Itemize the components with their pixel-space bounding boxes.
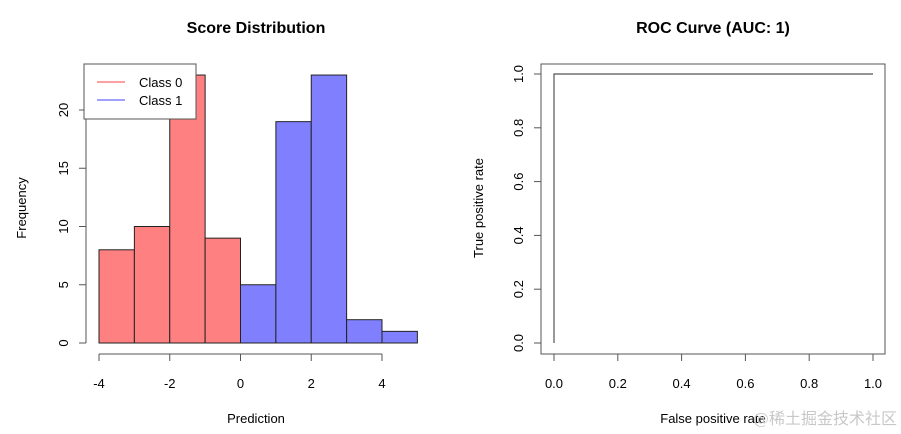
legend-label-class-1: Class 1 xyxy=(139,93,182,108)
histogram-y-tick-label: 5 xyxy=(56,281,71,288)
roc-y-tick-label: 0.8 xyxy=(511,119,526,137)
roc-x-tick-label: 0.4 xyxy=(673,376,691,391)
roc-title: ROC Curve (AUC: 1) xyxy=(636,20,790,37)
roc-y-tick-label: 0.4 xyxy=(511,226,526,244)
histogram-bar-class-1-4 xyxy=(381,330,418,344)
histogram-bar-class-1-1 xyxy=(275,121,312,344)
histogram-x-tick-label: 0 xyxy=(237,376,244,391)
roc-x-label: False positive rate xyxy=(660,411,766,426)
roc-plot-box xyxy=(540,63,886,355)
roc-y-axis: 0.0 0.2 0.4 0.6 0.8 1.0 xyxy=(511,65,541,352)
histogram-y-label: Frequency xyxy=(14,177,29,239)
roc-curve-line xyxy=(553,73,873,343)
histogram-x-tick-label: -2 xyxy=(164,376,176,391)
histogram-y-tick-label: 10 xyxy=(56,219,71,233)
roc-x-tick-label: 0.2 xyxy=(609,376,627,391)
histogram-bar-class-1-2 xyxy=(310,74,348,344)
legend-label-class-0: Class 0 xyxy=(139,75,182,90)
roc-x-tick-label: 0.0 xyxy=(545,376,563,391)
roc-x-tick-label: 1.0 xyxy=(864,376,882,391)
watermark: @稀土掘金技术社区 xyxy=(753,409,897,428)
roc-series xyxy=(553,73,873,343)
roc-y-tick-label: 0.0 xyxy=(511,334,526,352)
roc-y-tick-label: 0.6 xyxy=(511,173,526,191)
histogram-x-tick-label: -4 xyxy=(93,376,105,391)
roc-x-tick-label: 0.6 xyxy=(736,376,754,391)
histogram-x-tick-label: 4 xyxy=(378,376,385,391)
histogram-bar-class-1-3 xyxy=(346,319,383,344)
histogram-y-tick-label: 15 xyxy=(56,161,71,175)
histogram-y-axis: 0 5 10 15 20 xyxy=(56,103,87,347)
roc-x-axis: 0.0 0.2 0.4 0.6 0.8 1.0 xyxy=(545,354,882,391)
histogram-title: Score Distribution xyxy=(187,20,326,37)
histogram-y-tick-label: 20 xyxy=(56,103,71,117)
roc-x-tick-label: 0.8 xyxy=(800,376,818,391)
histogram-x-axis: -4 -2 0 2 4 xyxy=(93,353,386,391)
roc-y-label: True positive rate xyxy=(471,158,486,258)
histogram-bar-class-0-1 xyxy=(133,226,171,344)
legend-box xyxy=(83,63,197,120)
roc-y-tick-label: 1.0 xyxy=(511,65,526,83)
histogram-bar-class-0-0 xyxy=(98,249,135,344)
histogram-x-label: Prediction xyxy=(227,411,285,426)
histogram-x-tick-label: 2 xyxy=(308,376,315,391)
roc-panel: ROC Curve (AUC: 1) 0.0 0.2 0.4 0.6 0.8 1.0 0.… xyxy=(471,20,886,426)
legend: Class 0 Class 1 xyxy=(83,63,197,120)
histogram-bar-class-1-0 xyxy=(240,284,277,344)
histogram-bar-class-0-3 xyxy=(204,237,241,344)
roc-y-tick-label: 0.2 xyxy=(511,280,526,298)
histogram-y-tick-label: 0 xyxy=(56,339,71,346)
histogram-panel: Score Distribution 0 5 10 15 20 -4 -2 0 2 4 Pred… xyxy=(14,20,418,426)
